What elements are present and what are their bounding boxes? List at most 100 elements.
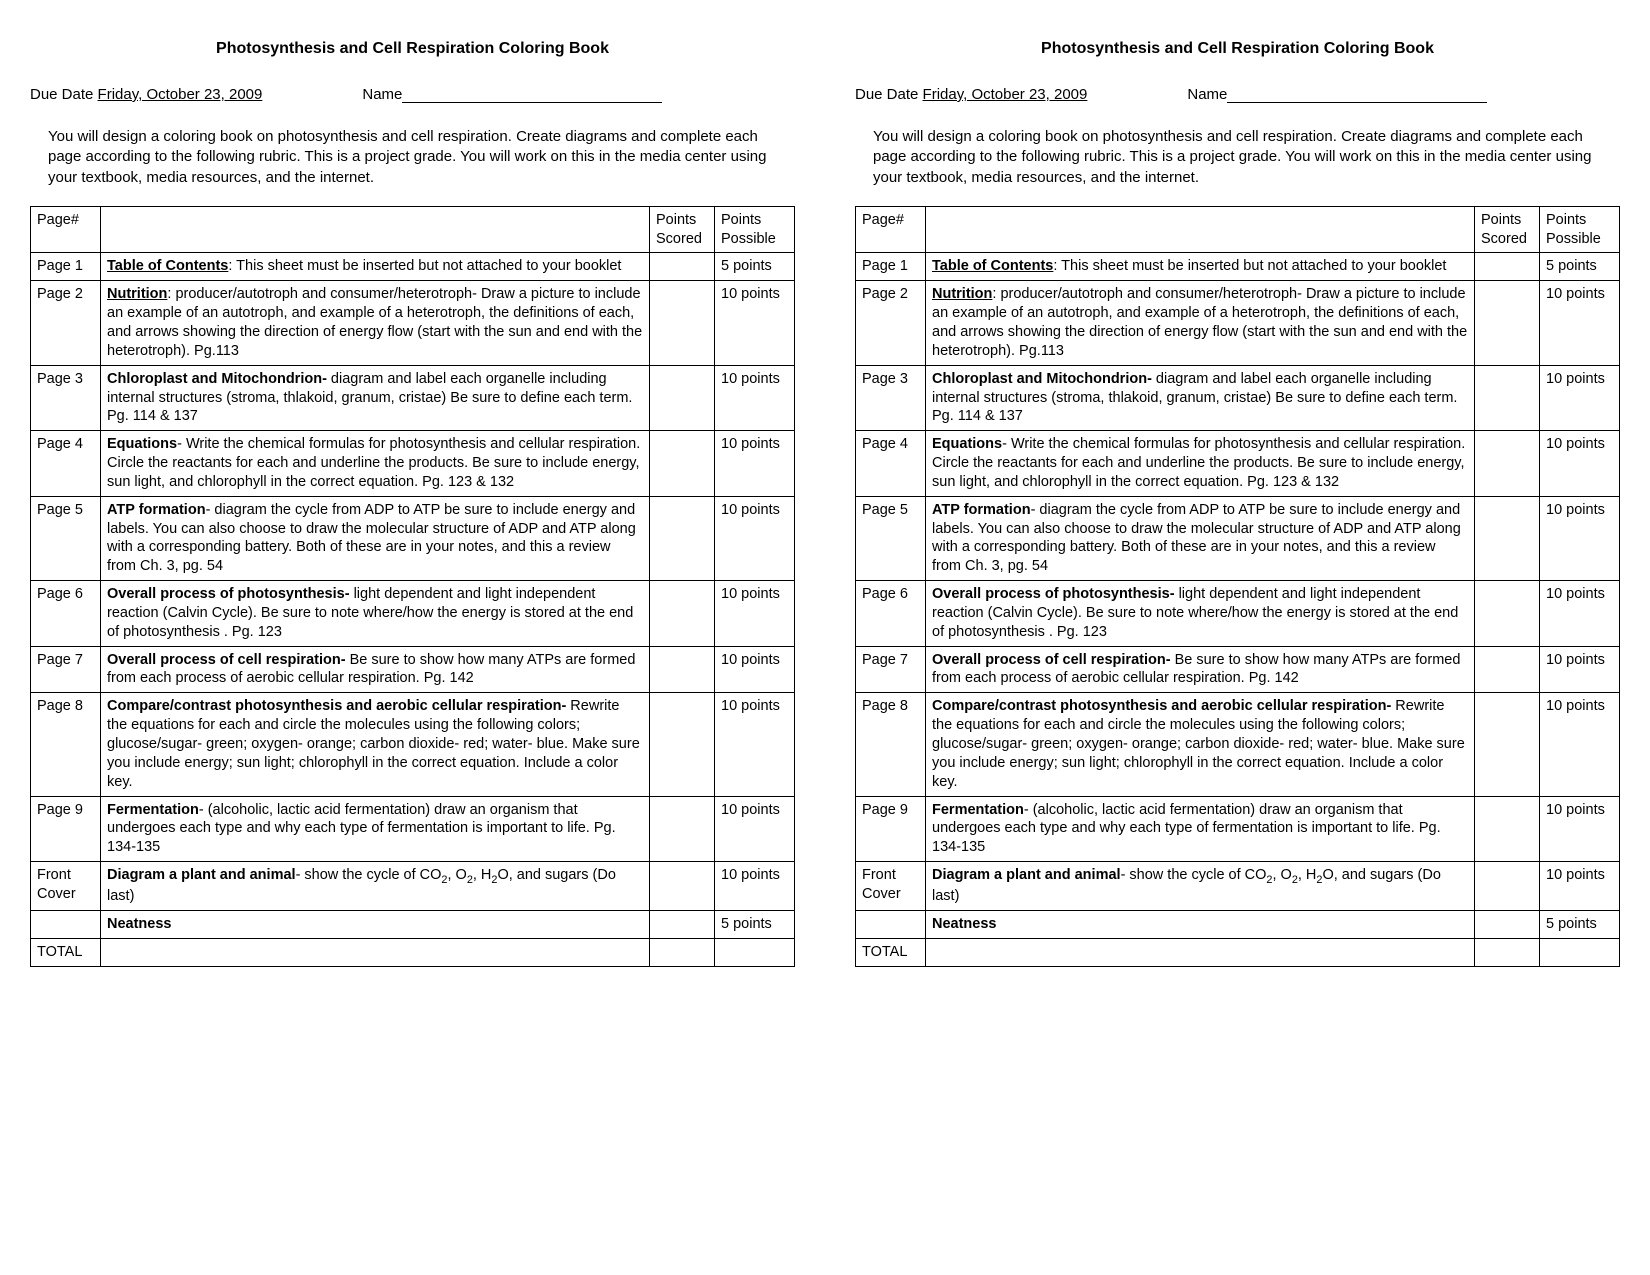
page-cell: TOTAL	[31, 938, 101, 966]
possible-cell: 10 points	[715, 281, 795, 365]
scored-cell	[650, 693, 715, 796]
page-cell: Page 8	[856, 693, 926, 796]
table-row: TOTAL	[856, 938, 1620, 966]
scored-cell	[650, 581, 715, 647]
possible-cell: 10 points	[1540, 496, 1620, 580]
page-cell: Front Cover	[856, 862, 926, 911]
scored-cell	[650, 253, 715, 281]
table-row: Page 1Table of Contents: This sheet must…	[856, 253, 1620, 281]
table-row: Neatness 5 points	[856, 910, 1620, 938]
desc-cell: Neatness	[101, 910, 650, 938]
page-cell: Front Cover	[31, 862, 101, 911]
scored-cell	[650, 365, 715, 431]
possible-cell	[715, 938, 795, 966]
page-cell: Page 8	[31, 693, 101, 796]
desc-cell: Overall process of cell respiration- Be …	[101, 646, 650, 693]
meta-row: Due Date Friday, October 23, 2009Name	[30, 86, 795, 103]
table-row: Page 3Chloroplast and Mitochondrion- dia…	[31, 365, 795, 431]
scored-cell	[650, 862, 715, 911]
col-header-scored: Points Scored	[1475, 206, 1540, 253]
scored-cell	[650, 281, 715, 365]
possible-cell: 5 points	[1540, 253, 1620, 281]
possible-cell: 10 points	[715, 693, 795, 796]
table-row: Page 6Overall process of photosynthesis-…	[856, 581, 1620, 647]
desc-cell: Fermentation- (alcoholic, lactic acid fe…	[101, 796, 650, 862]
scored-cell	[650, 496, 715, 580]
page-cell	[856, 910, 926, 938]
right-page: Photosynthesis and Cell Respiration Colo…	[825, 0, 1650, 1275]
table-row: Page 5ATP formation- diagram the cycle f…	[31, 496, 795, 580]
due-date: Due Date Friday, October 23, 2009	[855, 86, 1087, 103]
name-field: Name	[362, 86, 662, 103]
page-cell: Page 1	[31, 253, 101, 281]
table-row: Page 6Overall process of photosynthesis-…	[31, 581, 795, 647]
page-cell: Page 6	[31, 581, 101, 647]
table-row: Page 7Overall process of cell respiratio…	[856, 646, 1620, 693]
page-cell: Page 5	[31, 496, 101, 580]
scored-cell	[1475, 862, 1540, 911]
col-header-page: Page#	[31, 206, 101, 253]
page-cell: Page 5	[856, 496, 926, 580]
possible-cell: 5 points	[715, 253, 795, 281]
page-cell: Page 7	[31, 646, 101, 693]
scored-cell	[1475, 365, 1540, 431]
scored-cell	[1475, 496, 1540, 580]
page-cell: Page 3	[31, 365, 101, 431]
table-row: Page 7Overall process of cell respiratio…	[31, 646, 795, 693]
table-row: Page 4Equations- Write the chemical form…	[856, 431, 1620, 497]
page-cell: Page 6	[856, 581, 926, 647]
desc-cell: Overall process of photosynthesis- light…	[101, 581, 650, 647]
page-cell: Page 4	[31, 431, 101, 497]
possible-cell: 10 points	[715, 431, 795, 497]
possible-cell: 10 points	[715, 581, 795, 647]
name-field: Name	[1187, 86, 1487, 103]
scored-cell	[1475, 910, 1540, 938]
meta-row: Due Date Friday, October 23, 2009 Name	[855, 86, 1620, 103]
desc-cell: Nutrition: producer/autotroph and consum…	[101, 281, 650, 365]
table-row: Page 5ATP formation- diagram the cycle f…	[856, 496, 1620, 580]
possible-cell: 10 points	[715, 365, 795, 431]
desc-cell: Table of Contents: This sheet must be in…	[101, 253, 650, 281]
scored-cell	[1475, 281, 1540, 365]
desc-cell: Neatness	[926, 910, 1475, 938]
possible-cell: 5 points	[715, 910, 795, 938]
intro-text: You will design a coloring book on photo…	[48, 127, 777, 188]
desc-cell	[926, 938, 1475, 966]
table-row: Page 2Nutrition: producer/autotroph and …	[856, 281, 1620, 365]
scored-cell	[1475, 431, 1540, 497]
possible-cell: 10 points	[715, 862, 795, 911]
rubric-table: Page#Points ScoredPoints PossiblePage 1T…	[30, 206, 795, 967]
page-cell	[31, 910, 101, 938]
desc-cell: ATP formation- diagram the cycle from AD…	[101, 496, 650, 580]
possible-cell: 10 points	[715, 646, 795, 693]
possible-cell: 10 points	[715, 796, 795, 862]
scored-cell	[650, 646, 715, 693]
desc-cell: Nutrition: producer/autotroph and consum…	[926, 281, 1475, 365]
possible-cell: 5 points	[1540, 910, 1620, 938]
scored-cell	[650, 938, 715, 966]
possible-cell	[1540, 938, 1620, 966]
col-header-possible: Points Possible	[1540, 206, 1620, 253]
col-header-page: Page#	[856, 206, 926, 253]
table-row: Page 2Nutrition: producer/autotroph and …	[31, 281, 795, 365]
desc-cell: Table of Contents: This sheet must be in…	[926, 253, 1475, 281]
rubric-table: Page# Points ScoredPoints PossiblePage 1T…	[855, 206, 1620, 967]
scored-cell	[1475, 253, 1540, 281]
table-row: Neatness 5 points	[31, 910, 795, 938]
possible-cell: 10 points	[1540, 693, 1620, 796]
desc-cell: Equations- Write the chemical formulas f…	[926, 431, 1475, 497]
table-row: Page 3Chloroplast and Mitochondrion- dia…	[856, 365, 1620, 431]
desc-cell: Fermentation- (alcoholic, lactic acid fe…	[926, 796, 1475, 862]
table-row: Page 8Compare/contrast photosynthesis an…	[31, 693, 795, 796]
worksheet-sheet: Photosynthesis and Cell Respiration Colo…	[0, 0, 1650, 1275]
desc-cell: Chloroplast and Mitochondrion- diagram a…	[101, 365, 650, 431]
table-row: TOTAL	[31, 938, 795, 966]
intro-text: You will design a coloring book on photo…	[873, 127, 1602, 188]
possible-cell: 10 points	[1540, 281, 1620, 365]
possible-cell: 10 points	[715, 496, 795, 580]
page-cell: Page 4	[856, 431, 926, 497]
possible-cell: 10 points	[1540, 862, 1620, 911]
table-row: Front CoverDiagram a plant and animal- s…	[856, 862, 1620, 911]
left-page: Photosynthesis and Cell Respiration Colo…	[0, 0, 825, 1275]
scored-cell	[1475, 938, 1540, 966]
